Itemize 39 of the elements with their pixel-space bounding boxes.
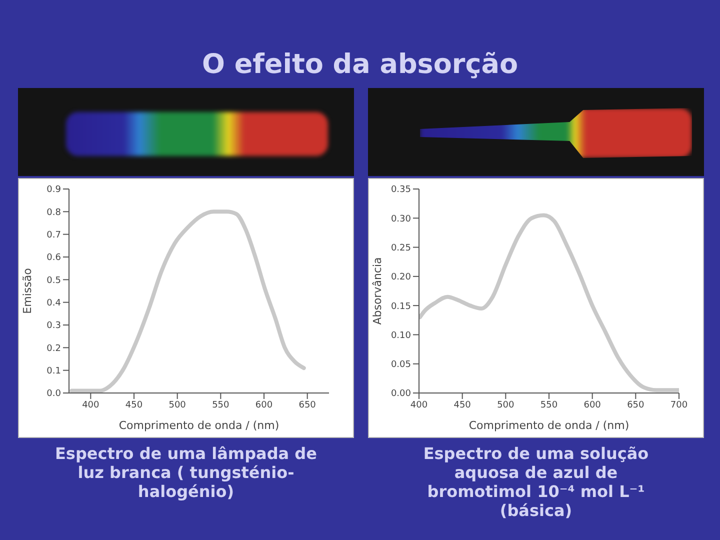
y-tick-label: 0.05 <box>390 360 411 370</box>
y-tick-label: 0.5 <box>46 276 61 286</box>
x-tick-label: 550 <box>540 400 558 410</box>
x-tick-label: 500 <box>168 400 186 410</box>
y-tick-label: 0.4 <box>46 298 62 309</box>
y-tick-label: 0.8 <box>46 208 62 218</box>
x-tick-label: 650 <box>298 400 316 410</box>
y-tick-label: 0.6 <box>46 253 62 264</box>
line-series <box>70 210 306 393</box>
x-tick-label: 450 <box>125 400 143 410</box>
x-tick-label: 400 <box>82 400 100 410</box>
text: Espectro de uma solução aquosa de azul de bromotimol 10⁻⁴ mol L⁻¹ (básica) <box>422 444 650 520</box>
y-tick-label: 0.3 <box>46 321 61 332</box>
x-tick-label: 500 <box>497 400 515 410</box>
x-axis-title: Comprimento de onda / (nm) <box>468 419 630 432</box>
x-tick-label: 450 <box>454 400 472 410</box>
y-axis-title: Emissão <box>20 268 34 314</box>
text: Espectro de uma lâmpada de luz branca ( tungsténio-halogénio) <box>54 444 318 501</box>
y-tick-label: 0.2 <box>46 344 61 354</box>
y-axis-title: Absorvância <box>370 257 384 325</box>
y-tick-label: 0.35 <box>390 185 411 196</box>
x-tick-label: 650 <box>627 400 645 410</box>
x-tick-label: 600 <box>584 400 602 410</box>
x-tick-label: 700 <box>670 400 688 410</box>
y-tick-label: 0.1 <box>46 366 61 377</box>
y-tick-label: 0.30 <box>390 214 412 224</box>
x-tick-label: 600 <box>255 400 273 410</box>
x-tick-label: 550 <box>212 400 230 410</box>
y-tick-label: 0.0 <box>46 389 62 400</box>
x-tick-label: 400 <box>410 400 428 410</box>
chart-title: O efeito da absorção <box>200 48 520 82</box>
y-tick-label: 0.20 <box>390 272 412 283</box>
y-tick-label: 0.7 <box>46 230 61 241</box>
y-tick-label: 0.15 <box>390 302 411 312</box>
y-tick-label: 0.10 <box>390 330 412 341</box>
y-tick-label: 0.00 <box>390 389 412 400</box>
x-axis-title: Comprimento de onda / (nm) <box>118 419 280 432</box>
y-tick-label: 0.9 <box>46 185 62 196</box>
y-tick-label: 0.25 <box>390 243 411 254</box>
